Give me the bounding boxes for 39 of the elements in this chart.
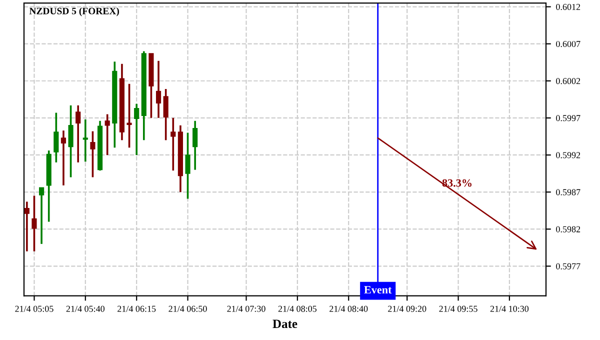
candlestick: [134, 102, 140, 156]
candlestick: [170, 117, 176, 172]
candlestick: [68, 104, 74, 178]
candlestick: [24, 200, 30, 252]
x-tick-label: 21/4 10:30: [490, 306, 529, 312]
y-tick-label: 0.5977: [556, 263, 580, 270]
x-tick-label: 21/4 06:15: [118, 306, 156, 312]
candlestick: [185, 132, 190, 200]
candlestick: [126, 82, 132, 148]
ref-line-label: Event: [364, 286, 392, 294]
candlestick: [90, 130, 96, 178]
candlestick: [76, 104, 81, 164]
x-axis-title: Date: [272, 320, 298, 328]
candlestick: [39, 186, 44, 245]
y-tick-label: 0.6007: [556, 40, 580, 48]
x-tick-label: 21/4 08:40: [330, 306, 368, 312]
candlestick: [32, 194, 37, 252]
candlestick: [60, 130, 66, 186]
x-tick-label: 21/4 08:05: [278, 306, 317, 312]
chart-title: NZDUSD 5 (FOREX): [29, 7, 119, 16]
x-tick-label: 21/4 05:40: [66, 306, 105, 312]
candlestick: [104, 113, 110, 156]
candlestick: [54, 112, 59, 164]
x-tick-label: 21/4 09:55: [439, 306, 478, 312]
x-tick-label: 21/4 06:50: [168, 306, 207, 312]
y-tick-label: 0.6002: [556, 78, 580, 84]
annotation: 83.3%: [442, 179, 472, 187]
y-tick-label: 0.5982: [556, 226, 580, 232]
y-tick-label: 0.6012: [556, 4, 580, 10]
candlestick: [82, 118, 88, 163]
x-tick-label: 21/4 05:05: [15, 306, 54, 312]
y-tick-label: 0.5987: [556, 189, 580, 196]
x-tick-label: 21/4 09:20: [388, 306, 426, 312]
candlestick: [156, 60, 162, 119]
candlestick: [192, 120, 198, 171]
y-tick-label: 0.5997: [556, 115, 580, 122]
candlestick: [163, 88, 168, 142]
x-tick-label: 21/4 07:30: [227, 306, 266, 312]
y-tick-label: 0.5992: [556, 152, 580, 158]
